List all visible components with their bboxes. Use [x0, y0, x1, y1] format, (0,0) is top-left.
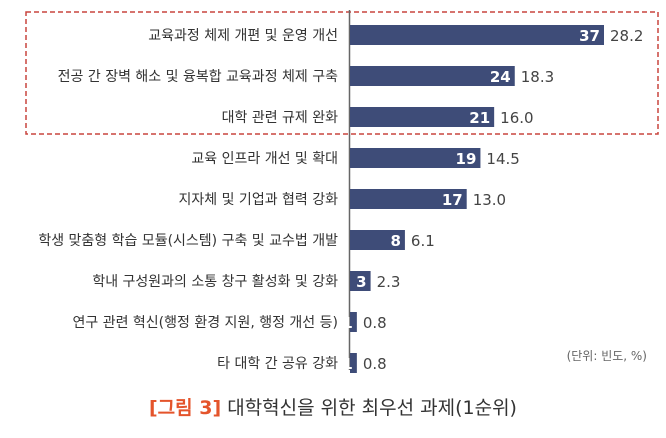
- category-label: 교육과정 체제 개편 및 운영 개선: [148, 28, 338, 44]
- count-label: 21: [469, 109, 490, 127]
- count-label: 19: [456, 150, 477, 168]
- category-label: 전공 간 장벽 해소 및 융복합 교육과정 체제 구축: [58, 69, 338, 85]
- count-label: 1: [342, 314, 352, 332]
- category-label: 지자체 및 기업과 협력 강화: [179, 192, 339, 208]
- percent-label: 14.5: [486, 150, 519, 168]
- count-label: 37: [579, 27, 600, 45]
- bar: [350, 189, 467, 209]
- category-label: 연구 관련 혁신(행정 환경 지원, 행정 개선 등): [73, 315, 339, 331]
- percent-label: 0.8: [363, 314, 387, 332]
- unit-note: (단위: 빈도, %): [567, 349, 647, 363]
- category-label: 대학 관련 규제 완화: [222, 110, 339, 126]
- category-label: 학내 구성원과의 소통 창구 활성화 및 강화: [92, 274, 338, 290]
- bar: [350, 271, 371, 291]
- bar: [350, 107, 495, 127]
- percent-label: 13.0: [473, 191, 506, 209]
- category-label: 타 대학 간 공유 강화: [217, 356, 338, 372]
- count-label: 24: [490, 68, 511, 86]
- top3-highlight-box: [25, 11, 659, 135]
- bar: [350, 66, 515, 86]
- percent-label: 16.0: [500, 109, 533, 127]
- percent-label: 0.8: [363, 355, 387, 373]
- percent-label: 18.3: [521, 68, 554, 86]
- count-label: 17: [442, 191, 463, 209]
- chart-area: 교육과정 체제 개편 및 운영 개선 37 28.2 전공 간 장벽 해소 및 융복합…: [25, 10, 659, 373]
- bar: [350, 148, 481, 168]
- figure-caption: [그림 3] 대학혁신을 위한 최우선 과제(1순위): [0, 393, 666, 420]
- category-label: 교육 인프라 개선 및 확대: [191, 151, 338, 167]
- figure-title: 대학혁신을 위한 최우선 과제(1순위): [227, 397, 517, 419]
- bar: [350, 312, 357, 332]
- bar: [350, 230, 405, 250]
- figure-number: [그림 3]: [149, 397, 222, 419]
- count-label: 8: [390, 232, 400, 250]
- percent-label: 2.3: [377, 273, 401, 291]
- count-label: 1: [342, 355, 352, 373]
- bar: [350, 353, 357, 373]
- percent-label: 6.1: [411, 232, 435, 250]
- count-label: 3: [356, 273, 366, 291]
- percent-label: 28.2: [610, 27, 643, 45]
- category-label: 학생 맞춤형 학습 모듈(시스템) 구축 및 교수법 개발: [38, 233, 338, 249]
- bar: [350, 25, 604, 45]
